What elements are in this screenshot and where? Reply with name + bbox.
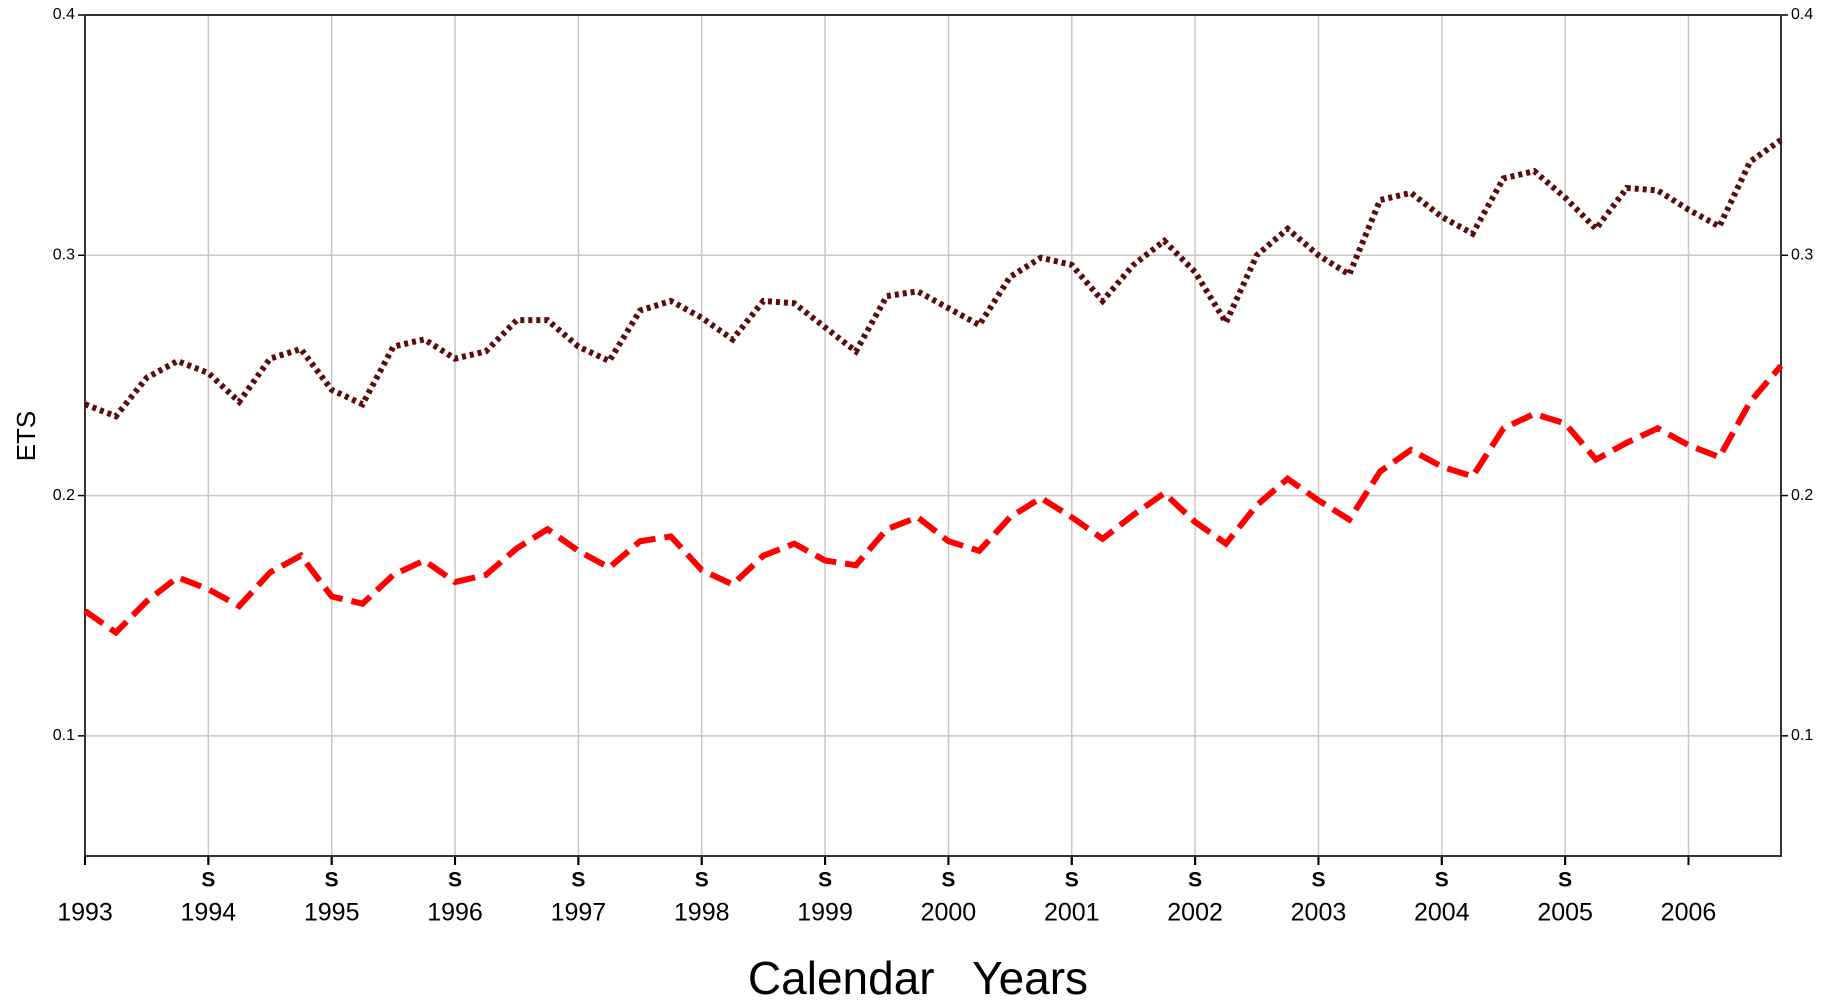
y-tick-label: 0.2 — [53, 487, 75, 504]
x-tick-label: 1998 — [674, 899, 730, 927]
y2-tick-label: 0.4 — [1791, 6, 1813, 23]
x-tick-label: 1995 — [304, 899, 360, 927]
season-label: S — [818, 869, 832, 892]
season-label: S — [1188, 869, 1202, 892]
season-label: S — [1435, 869, 1449, 892]
x-tick-label: 1994 — [181, 899, 237, 927]
x-tick-label: 2000 — [921, 899, 977, 927]
x-tick-label: 1997 — [551, 899, 607, 927]
y-tick-label: 0.1 — [53, 727, 75, 744]
x-tick-label: 2002 — [1167, 899, 1223, 927]
season-label: S — [325, 869, 339, 892]
season-label: S — [1558, 869, 1572, 892]
season-label: S — [1311, 869, 1325, 892]
y-axis-label: ETS — [11, 411, 41, 462]
season-label: S — [448, 869, 462, 892]
x-tick-label: 2005 — [1537, 899, 1593, 927]
x-tick-label: 1996 — [427, 899, 483, 927]
y-tick-label: 0.4 — [53, 6, 75, 23]
season-label: S — [201, 869, 215, 892]
plot-frame — [84, 14, 1782, 857]
y-tick-label: 0.3 — [53, 247, 75, 264]
x-tick-label: 2004 — [1414, 899, 1470, 927]
x-tick-label: 2003 — [1291, 899, 1347, 927]
season-label: S — [695, 869, 709, 892]
y2-tick-label: 0.1 — [1791, 727, 1813, 744]
x-tick-label: 1993 — [57, 899, 113, 927]
line-series — [83, 363, 1784, 637]
y2-tick-label: 0.2 — [1791, 487, 1813, 504]
x-tick-label: 2001 — [1044, 899, 1100, 927]
x-axis-label: Calendar Years — [748, 952, 1088, 1004]
x-tick-label: 1999 — [797, 899, 853, 927]
line-series — [83, 137, 1783, 420]
season-label: S — [1065, 869, 1079, 892]
season-label: S — [571, 869, 585, 892]
season-label: S — [941, 869, 955, 892]
x-tick-label: 2006 — [1661, 899, 1717, 927]
y2-tick-label: 0.3 — [1791, 247, 1813, 264]
